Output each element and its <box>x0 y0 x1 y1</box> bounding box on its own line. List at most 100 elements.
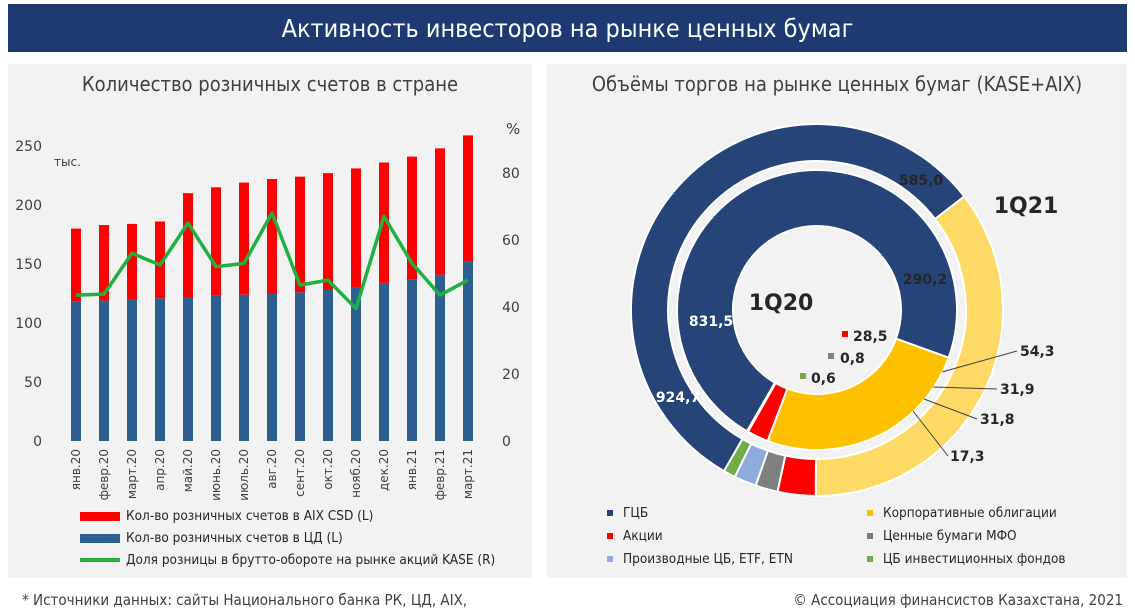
x-tick-label: авг.20 <box>265 449 279 489</box>
y-left-tick-label: 0 <box>33 434 42 450</box>
x-tick-label: май.20 <box>181 449 195 492</box>
bar-cd <box>463 261 473 441</box>
legend-label-cd: Кол-во розничных счетов в ЦД (L) <box>126 530 343 546</box>
ring-label-1q20: 1Q20 <box>749 291 814 316</box>
marker-inner-mfo <box>828 353 834 359</box>
legend-item-deriv: Производные ЦБ, ETF, ETN <box>607 551 793 567</box>
bar-aix <box>407 156 417 280</box>
bar-cd <box>211 295 221 441</box>
value-label-outer-gcb: 924,7 <box>656 390 700 406</box>
bar-cd <box>295 292 305 441</box>
y-right-tick-label: 60 <box>502 233 520 249</box>
copyright-note: © Ассоциация финансистов Казахстана, 202… <box>793 591 1123 609</box>
leader-line <box>932 386 998 390</box>
y-left-tick-label: 200 <box>15 198 42 214</box>
legend-swatch-deriv <box>607 556 613 562</box>
bar-aix <box>155 221 165 299</box>
legend-swatch-gcb <box>607 510 613 516</box>
value-label-inner-stocks: 28,5 <box>853 329 888 345</box>
bar-aix <box>435 148 445 275</box>
x-tick-label: окт.20 <box>321 449 335 490</box>
bar-aix <box>463 135 473 262</box>
bar-cd <box>99 300 109 441</box>
legend-swatch-stocks <box>607 533 613 539</box>
bar-cd <box>155 298 165 441</box>
legend-label-share: Доля розницы в брутто-обороте на рынке а… <box>126 552 496 568</box>
page-title: Активность инвесторов на рынке ценных бу… <box>281 13 854 43</box>
bar-aix <box>183 193 193 298</box>
x-tick-label: янв.21 <box>405 449 419 490</box>
y-right-unit-label: % <box>506 120 520 138</box>
bar-cd <box>323 289 333 441</box>
bar-cd <box>71 301 81 441</box>
legend-swatch-mfo <box>867 533 873 539</box>
y-left-tick-label: 250 <box>15 139 42 155</box>
slice-1q20-funds <box>745 381 777 433</box>
y-right-tick-label: 20 <box>502 367 520 383</box>
legend-item-aix: Кол-во розничных счетов в AIX CSD (L) <box>80 508 373 524</box>
legend-label-stocks: Акции <box>623 528 663 544</box>
legend-item-mfo: Ценные бумаги МФО <box>867 528 1017 544</box>
accounts-chart-title: Количество розничных счетов в стране <box>81 72 459 96</box>
legend-item-share: Доля розницы в брутто-обороте на рынке а… <box>80 552 495 568</box>
volumes-donut-chart: 1Q20 1Q21 585,0 290,2 831,5 924,7 28,5 0… <box>630 123 1059 498</box>
bar-cd <box>183 297 193 441</box>
bar-aix <box>127 223 137 300</box>
value-label-inner-funds: 0,6 <box>811 371 836 387</box>
legend-item-stocks: Акции <box>607 528 663 544</box>
bar-aix <box>71 228 81 302</box>
y-left-tick-label: 150 <box>15 257 42 273</box>
x-tick-label: февр.20 <box>97 449 111 500</box>
value-label-outer-deriv: 31,8 <box>980 412 1015 428</box>
header-banner: Активность инвесторов на рынке ценных бу… <box>8 4 1127 52</box>
legend-label-funds: ЦБ инвестиционных фондов <box>883 551 1066 567</box>
legend-item-gcb: ГЦБ <box>607 505 648 521</box>
x-tick-label: дек.20 <box>377 449 391 491</box>
legend-label-gcb: ГЦБ <box>623 505 649 521</box>
value-label-inner-corp: 290,2 <box>903 272 947 288</box>
x-tick-label: март.21 <box>461 449 475 499</box>
value-label-outer-funds: 17,3 <box>950 449 985 465</box>
volumes-chart-panel: Объёмы торгов на рынке ценных бумаг (KAS… <box>547 64 1127 578</box>
y-right-tick-label: 40 <box>502 300 520 316</box>
x-tick-label: нояб.20 <box>349 449 363 498</box>
legend-item-cd: Кол-во розничных счетов в ЦД (L) <box>80 530 343 546</box>
bar-aix <box>295 176 305 293</box>
slice-1q20-corp <box>766 337 950 451</box>
bar-aix <box>99 225 109 301</box>
value-label-inner-mfo: 0,8 <box>840 351 865 367</box>
bar-aix <box>267 179 277 294</box>
x-tick-label: март.20 <box>125 449 139 499</box>
legend-item-corp: Корпоративные облигации <box>867 505 1057 521</box>
bar-cd <box>267 293 277 441</box>
y-right-tick-label: 80 <box>502 166 520 182</box>
bar-aix <box>379 162 389 283</box>
legend-label-mfo: Ценные бумаги МФО <box>883 528 1017 544</box>
y-left-unit-label: тыс. <box>54 155 81 169</box>
leader-line <box>923 398 978 420</box>
bar-aix <box>351 168 361 288</box>
legend-swatch-corp <box>867 510 873 516</box>
bar-cd <box>127 299 137 441</box>
ring-label-1q21: 1Q21 <box>994 194 1059 219</box>
marker-inner-stocks <box>842 331 848 337</box>
legend-label-deriv: Производные ЦБ, ETF, ETN <box>623 551 793 567</box>
x-tick-label: сент.20 <box>293 449 307 497</box>
x-tick-label: июнь.20 <box>209 449 223 501</box>
bar-cd <box>351 287 361 441</box>
legend-label-aix: Кол-во розничных счетов в AIX CSD (L) <box>126 508 374 524</box>
volumes-chart-title: Объёмы торгов на рынке ценных бумаг (KAS… <box>591 72 1083 96</box>
bar-cd <box>407 279 417 441</box>
slice-1q20-gcb <box>676 169 958 433</box>
leader-line <box>941 350 1018 373</box>
bar-aix <box>211 187 221 296</box>
marker-inner-funds <box>800 373 806 379</box>
sources-note: * Источники данных: сайты Национального … <box>22 591 468 609</box>
legend-label-corp: Корпоративные облигации <box>883 505 1057 521</box>
bar-cd <box>239 294 249 441</box>
bar-aix <box>323 173 333 290</box>
y-left-tick-label: 50 <box>24 375 42 391</box>
x-tick-label: февр.21 <box>433 449 447 500</box>
accounts-chart-panel: Количество розничных счетов в стране 0 50… <box>8 64 532 578</box>
legend-swatch-aix <box>80 511 120 521</box>
